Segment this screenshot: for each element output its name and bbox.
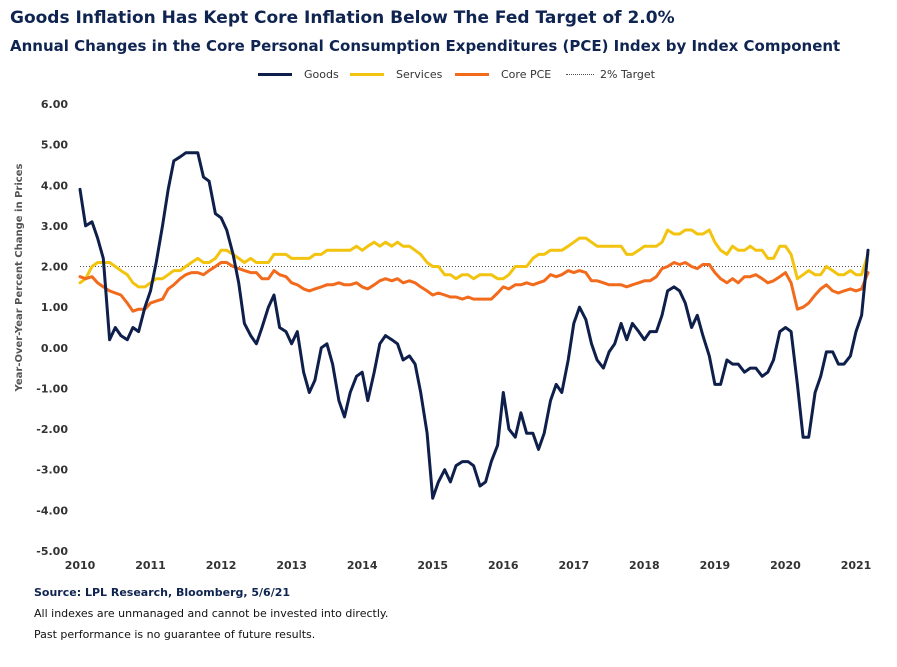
- x-tick-label: 2017: [559, 559, 590, 572]
- y-tick-label: -2.00: [36, 423, 68, 436]
- y-tick-label: 5.00: [41, 139, 68, 152]
- y-tick-label: 2.00: [41, 261, 68, 274]
- legend-goods-swatch: [258, 73, 292, 76]
- disclaimer-index: All indexes are unmanaged and cannot be …: [34, 607, 389, 620]
- x-axis-ticks: 2010 2011 2012 2013 2014 2015 2016 2017 2018 2019…: [65, 559, 872, 572]
- x-tick-label: 2014: [347, 559, 378, 572]
- x-tick-label: 2012: [206, 559, 237, 572]
- y-tick-label: -5.00: [36, 545, 68, 558]
- x-tick-label: 2013: [276, 559, 307, 572]
- chart-title: Goods Inflation Has Kept Core Inflation …: [10, 8, 675, 28]
- y-axis-ticks: 6.00 5.00 4.00 3.00 2.00 1.00 0.00 -1.00 -2.00 -3…: [36, 98, 68, 558]
- legend-target-swatch: [566, 74, 594, 75]
- legend-goods: Goods: [258, 68, 339, 81]
- y-tick-label: -1.00: [36, 382, 68, 395]
- legend-core: Core PCE: [455, 68, 551, 81]
- legend-target-label: 2% Target: [600, 68, 655, 81]
- legend-goods-label: Goods: [304, 68, 339, 81]
- x-tick-label: 2019: [700, 559, 731, 572]
- legend-target: 2% Target: [566, 68, 655, 81]
- series-core-pce-line: [78, 261, 870, 313]
- x-tick-label: 2011: [135, 559, 166, 572]
- series-goods-line: [78, 151, 870, 500]
- series-layer: [78, 151, 870, 500]
- x-tick-label: 2021: [841, 559, 872, 572]
- x-tick-label: 2016: [488, 559, 519, 572]
- legend-core-label: Core PCE: [501, 68, 552, 81]
- x-tick-label: 2010: [65, 559, 96, 572]
- y-axis-label: Year-Over-Year Percent Change in Prices: [14, 164, 25, 393]
- x-tick-label: 2020: [770, 559, 801, 572]
- legend: Goods Services Core PCE 2% Target: [0, 68, 897, 86]
- y-tick-label: 0.00: [41, 342, 68, 355]
- chart-subtitle: Annual Changes in the Core Personal Cons…: [10, 37, 841, 55]
- x-tick-label: 2015: [417, 559, 448, 572]
- x-tick-label: 2018: [629, 559, 660, 572]
- legend-services-swatch: [350, 73, 384, 76]
- disclaimer-performance: Past performance is no guarantee of futu…: [34, 628, 316, 641]
- footnotes: Source: LPL Research, Bloomberg, 5/6/21 …: [34, 582, 388, 645]
- legend-services-label: Services: [396, 68, 443, 81]
- legend-core-swatch: [455, 73, 489, 76]
- y-tick-label: 1.00: [41, 301, 68, 314]
- series-services-line: [78, 228, 870, 289]
- y-tick-label: 3.00: [41, 220, 68, 233]
- y-tick-label: 6.00: [41, 98, 68, 111]
- y-tick-label: -4.00: [36, 504, 68, 517]
- legend-services: Services: [350, 68, 442, 81]
- y-tick-label: -3.00: [36, 464, 68, 477]
- source-note: Source: LPL Research, Bloomberg, 5/6/21: [34, 586, 291, 599]
- y-tick-label: 4.00: [41, 179, 68, 192]
